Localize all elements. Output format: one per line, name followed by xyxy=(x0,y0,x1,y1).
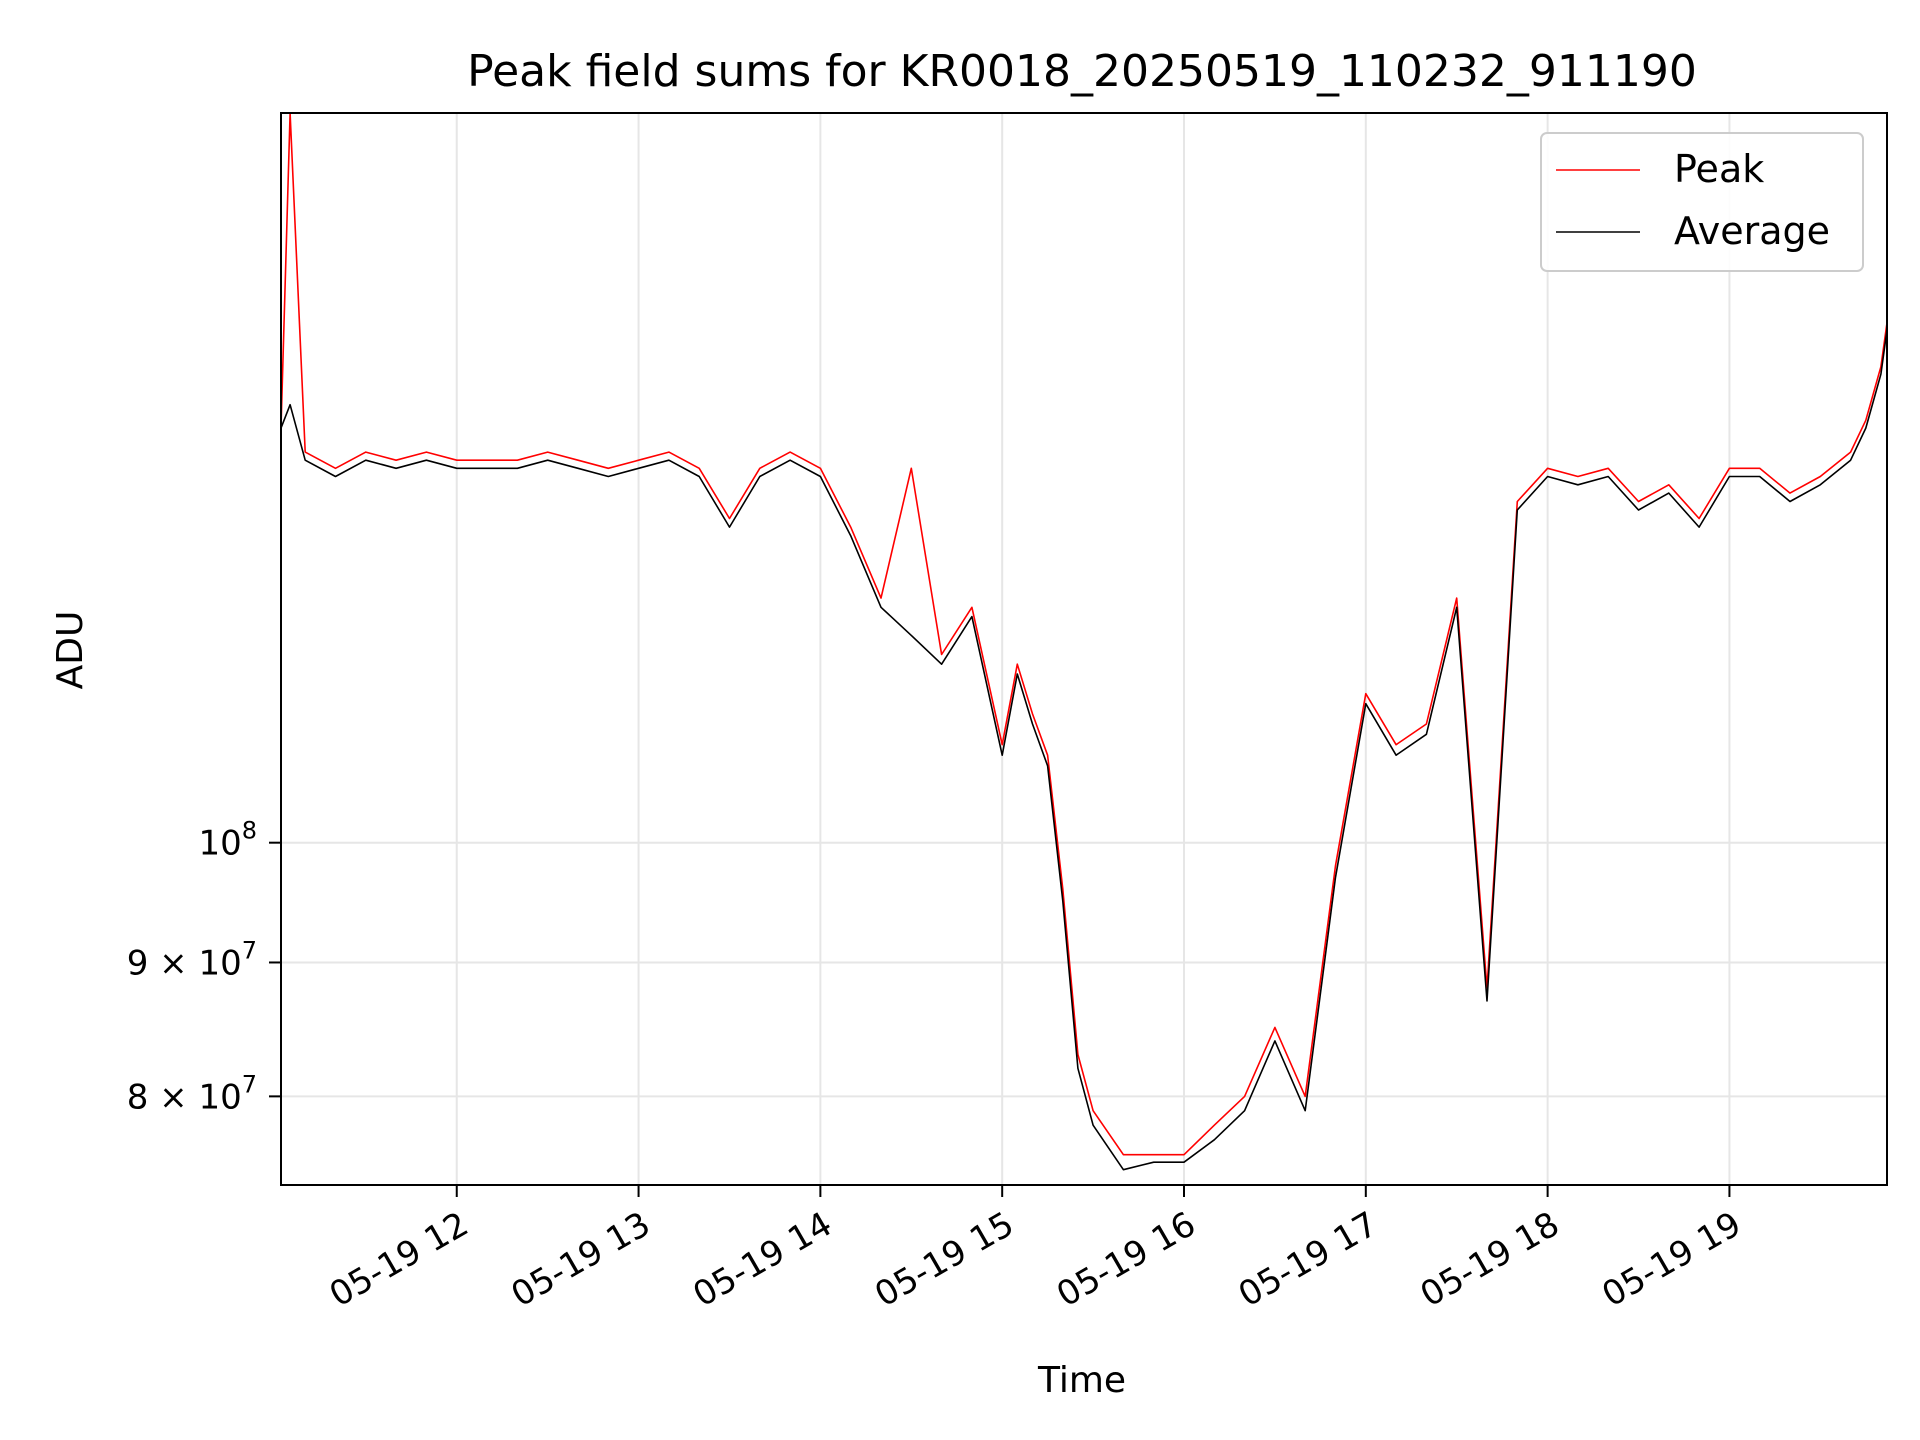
legend-label-peak: Peak xyxy=(1674,147,1764,191)
series-line-average xyxy=(280,329,1888,1171)
series-layer xyxy=(280,112,1888,1171)
plot-frame xyxy=(280,112,1888,1186)
legend: Peak Average xyxy=(1540,132,1864,272)
x-axis-label: Time xyxy=(1037,1360,1126,1401)
y-tick-label: 108 xyxy=(198,817,257,864)
y-axis-label: ADU xyxy=(50,611,91,690)
y-axis-ticks: 8 × 107 9 × 107 108 xyxy=(127,817,281,1117)
chart-title: Peak field sums for KR0018_20250519_1102… xyxy=(467,46,1697,97)
y-tick-label: 9 × 107 xyxy=(127,936,257,983)
y-tick-label: 8 × 107 xyxy=(127,1070,257,1117)
legend-label-average: Average xyxy=(1674,209,1830,253)
series-line-peak xyxy=(280,112,1888,1156)
grid-lines xyxy=(281,113,1887,1185)
legend-box xyxy=(1540,132,1864,272)
